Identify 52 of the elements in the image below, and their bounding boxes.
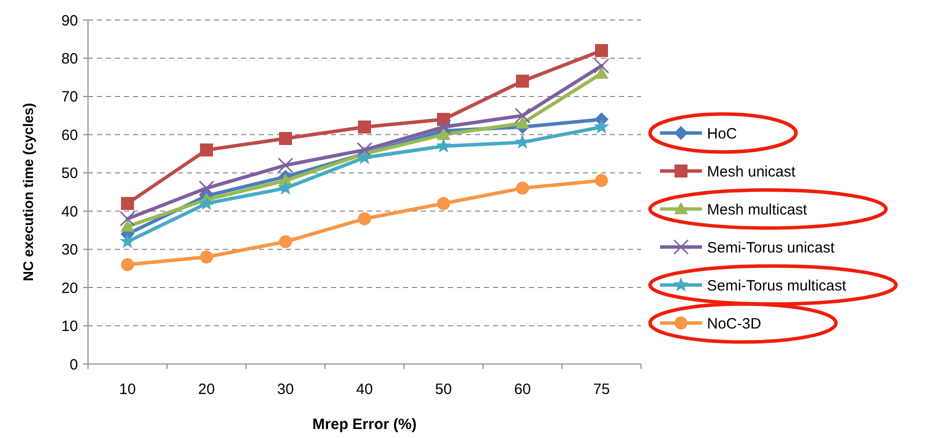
legend-label: NoC-3D (707, 315, 762, 332)
point (516, 116, 530, 128)
point (200, 250, 213, 264)
point (279, 132, 292, 145)
y-tick-label: 90 (61, 12, 78, 30)
point (594, 119, 610, 134)
point (198, 180, 214, 196)
y-tick-label: 50 (61, 165, 78, 182)
y-tick-label: 40 (61, 203, 78, 220)
x-tick-label: 20 (198, 381, 215, 398)
point (121, 258, 134, 272)
point (594, 66, 608, 79)
point (436, 138, 452, 153)
legend-label: HoC (707, 125, 738, 142)
point (120, 234, 136, 248)
legend-label: Semi-Torus unicast (707, 239, 836, 256)
point (436, 119, 452, 135)
x-tick-label: 60 (514, 381, 531, 398)
point (120, 219, 134, 232)
point (358, 120, 371, 134)
point (516, 74, 529, 88)
point (516, 182, 529, 195)
y-tick-label: 20 (61, 280, 78, 297)
y-tick-label: 0 (70, 356, 78, 374)
legend-label: Semi-Torus multicast (707, 277, 848, 294)
x-tick-label: 40 (356, 381, 373, 398)
x-tick-label: 75 (593, 381, 610, 398)
legend-label: Mesh multicast (707, 201, 808, 218)
y-tick-label: 30 (61, 242, 78, 259)
y-axis-title: NC execution time (cycles) (20, 102, 36, 282)
point (594, 58, 610, 74)
x-axis-title: Mrep Error (%) (312, 416, 417, 433)
x-tick-label: 30 (277, 381, 294, 398)
y-tick-label: 10 (61, 318, 78, 336)
point (200, 143, 213, 156)
x-tick-label: 10 (119, 381, 136, 398)
y-tick-label: 60 (61, 126, 78, 144)
point (595, 44, 608, 58)
point (595, 174, 608, 188)
point (358, 212, 371, 226)
point (356, 142, 372, 158)
legend-label: Mesh unicast (707, 163, 796, 180)
point (279, 235, 292, 248)
point (514, 108, 530, 124)
y-tick-label: 80 (61, 50, 78, 68)
point (121, 196, 134, 210)
y-tick-label: 70 (61, 88, 78, 106)
point (278, 157, 294, 173)
point (120, 211, 136, 227)
x-tick-label: 50 (435, 381, 452, 398)
point (437, 196, 450, 210)
point (436, 128, 450, 140)
